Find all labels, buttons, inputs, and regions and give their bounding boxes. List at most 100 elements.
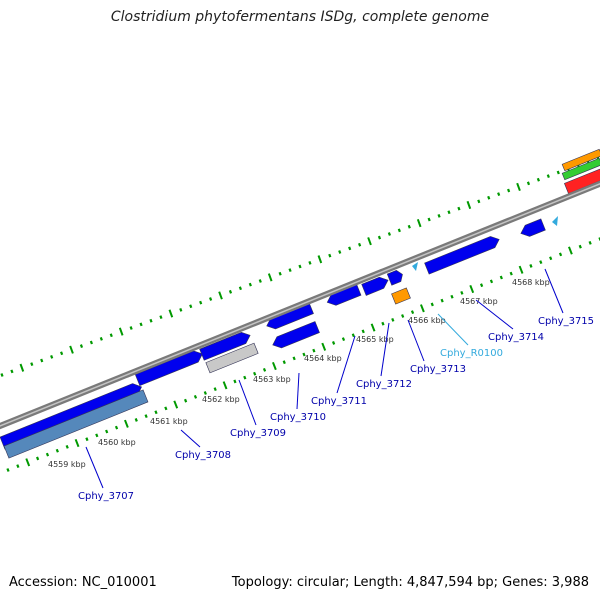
kbp-label: 4564 kbp — [304, 354, 342, 363]
outer-tick — [298, 264, 302, 269]
inner-tick — [282, 360, 286, 365]
outer-tick — [258, 279, 262, 283]
inner-tick — [243, 375, 247, 380]
kbp-label: 4560 kbp — [98, 438, 136, 447]
gene-feature-cphy-3707-highlight — [3, 389, 149, 459]
inner-tick — [213, 387, 217, 392]
outer-tick — [416, 218, 422, 228]
inner-tick — [549, 256, 553, 261]
inner-tick — [193, 394, 198, 399]
inner-tick — [460, 291, 464, 295]
inner-tick — [370, 323, 376, 332]
outer-tick — [109, 333, 113, 338]
gene-leader-line — [296, 372, 300, 410]
inner-tick — [469, 284, 475, 294]
inner-tick — [529, 264, 533, 268]
inner-tick — [173, 400, 179, 409]
outer-tick — [338, 250, 342, 254]
inner-tick — [401, 314, 405, 318]
inner-tick — [292, 356, 296, 361]
gene-feature-cphy-3713-shape — [386, 270, 403, 286]
gene-leader-line — [180, 429, 201, 448]
accession-label: Accession: NC_010001 — [9, 575, 157, 590]
gene-feature-cphy-3712 — [361, 276, 389, 296]
inner-tick — [302, 352, 306, 357]
outer-tick — [69, 345, 74, 354]
inner-tick — [341, 337, 346, 341]
outer-tick — [477, 199, 481, 204]
kbp-label: 4567 kbp — [460, 297, 498, 306]
inner-tick — [262, 368, 267, 372]
rna-feature-cphy-r0100 — [391, 287, 411, 305]
inner-tick — [253, 371, 257, 376]
rrna-marker-1 — [412, 262, 418, 271]
inner-tick — [558, 252, 563, 257]
outer-tick — [79, 344, 84, 348]
inner-tick — [134, 418, 138, 422]
outer-tick — [377, 235, 382, 240]
genome-title: Clostridium phytofermentans ISDg, comple… — [110, 9, 490, 25]
inner-tick — [164, 406, 168, 411]
gene-feature-cphy-3714 — [424, 236, 500, 275]
inner-tick — [144, 414, 148, 418]
outer-tick — [10, 369, 14, 374]
outer-tick — [149, 318, 153, 323]
outer-tick — [0, 373, 4, 377]
gene-label: Cphy_3714 — [488, 332, 544, 343]
inner-tick — [105, 429, 109, 434]
gene-leader-line — [238, 379, 257, 426]
outer-tick — [199, 300, 203, 305]
gene-leader-line — [380, 322, 390, 377]
gene-label: Cphy_3708 — [175, 450, 231, 461]
inner-tick — [578, 244, 582, 249]
inner-tick — [74, 438, 80, 448]
inner-tick — [410, 310, 415, 315]
edge-feature-red — [564, 168, 600, 194]
inner-tick — [45, 452, 50, 457]
gene-label: Cphy_3709 — [230, 428, 286, 439]
outer-tick — [189, 304, 193, 309]
gene-feature-cphy-3707-highlight-shape — [3, 389, 149, 459]
kbp-label: 4562 kbp — [202, 395, 240, 404]
inner-tick — [489, 279, 494, 284]
gene-feature-cphy-3714-shape — [424, 236, 500, 275]
outer-tick — [497, 192, 501, 197]
kbp-label: 4561 kbp — [150, 417, 188, 426]
inner-tick — [381, 321, 385, 326]
gene-label: Cphy_R0100 — [440, 348, 503, 359]
inner-tick — [539, 260, 543, 264]
outer-tick — [317, 255, 323, 264]
outer-tick — [19, 363, 25, 372]
kbp-label: 4563 kbp — [253, 375, 291, 384]
inner-tick — [6, 468, 10, 472]
pseudo-feature — [205, 342, 259, 374]
inner-tick — [440, 298, 444, 303]
outer-tick — [348, 246, 352, 251]
inner-tick — [55, 448, 59, 453]
inner-tick — [509, 271, 513, 276]
outer-tick — [168, 309, 174, 318]
kbp-label: 4566 kbp — [408, 316, 446, 325]
gene-feature-cphy-3709-shape — [199, 332, 251, 361]
outer-tick — [526, 181, 531, 186]
outer-tick — [288, 268, 292, 272]
inner-tick — [331, 341, 336, 345]
outer-tick — [238, 286, 242, 291]
kbp-label: 4559 kbp — [48, 460, 86, 469]
outer-tick — [248, 282, 252, 287]
gene-feature-cphy-3715-shape — [520, 218, 546, 237]
outer-tick — [466, 200, 472, 210]
gene-feature-cphy-3710b-shape — [272, 321, 320, 349]
gene-label: Cphy_3710 — [270, 412, 326, 423]
outer-tick — [228, 289, 233, 294]
gene-feature-cphy-3713 — [386, 270, 403, 286]
outer-tick — [546, 174, 550, 178]
outer-tick — [487, 195, 491, 200]
gene-labels: Cphy_3707 Cphy_3708 Cphy_3709 Cphy_3710 Cphy… — [78, 268, 594, 502]
gene-feature-cphy-3715 — [520, 218, 546, 237]
outer-tick — [516, 182, 521, 192]
gene-label: Cphy_3715 — [538, 316, 594, 327]
gene-label: Cphy_3712 — [356, 379, 412, 390]
inner-tick — [233, 379, 237, 384]
inner-tick — [35, 456, 40, 461]
